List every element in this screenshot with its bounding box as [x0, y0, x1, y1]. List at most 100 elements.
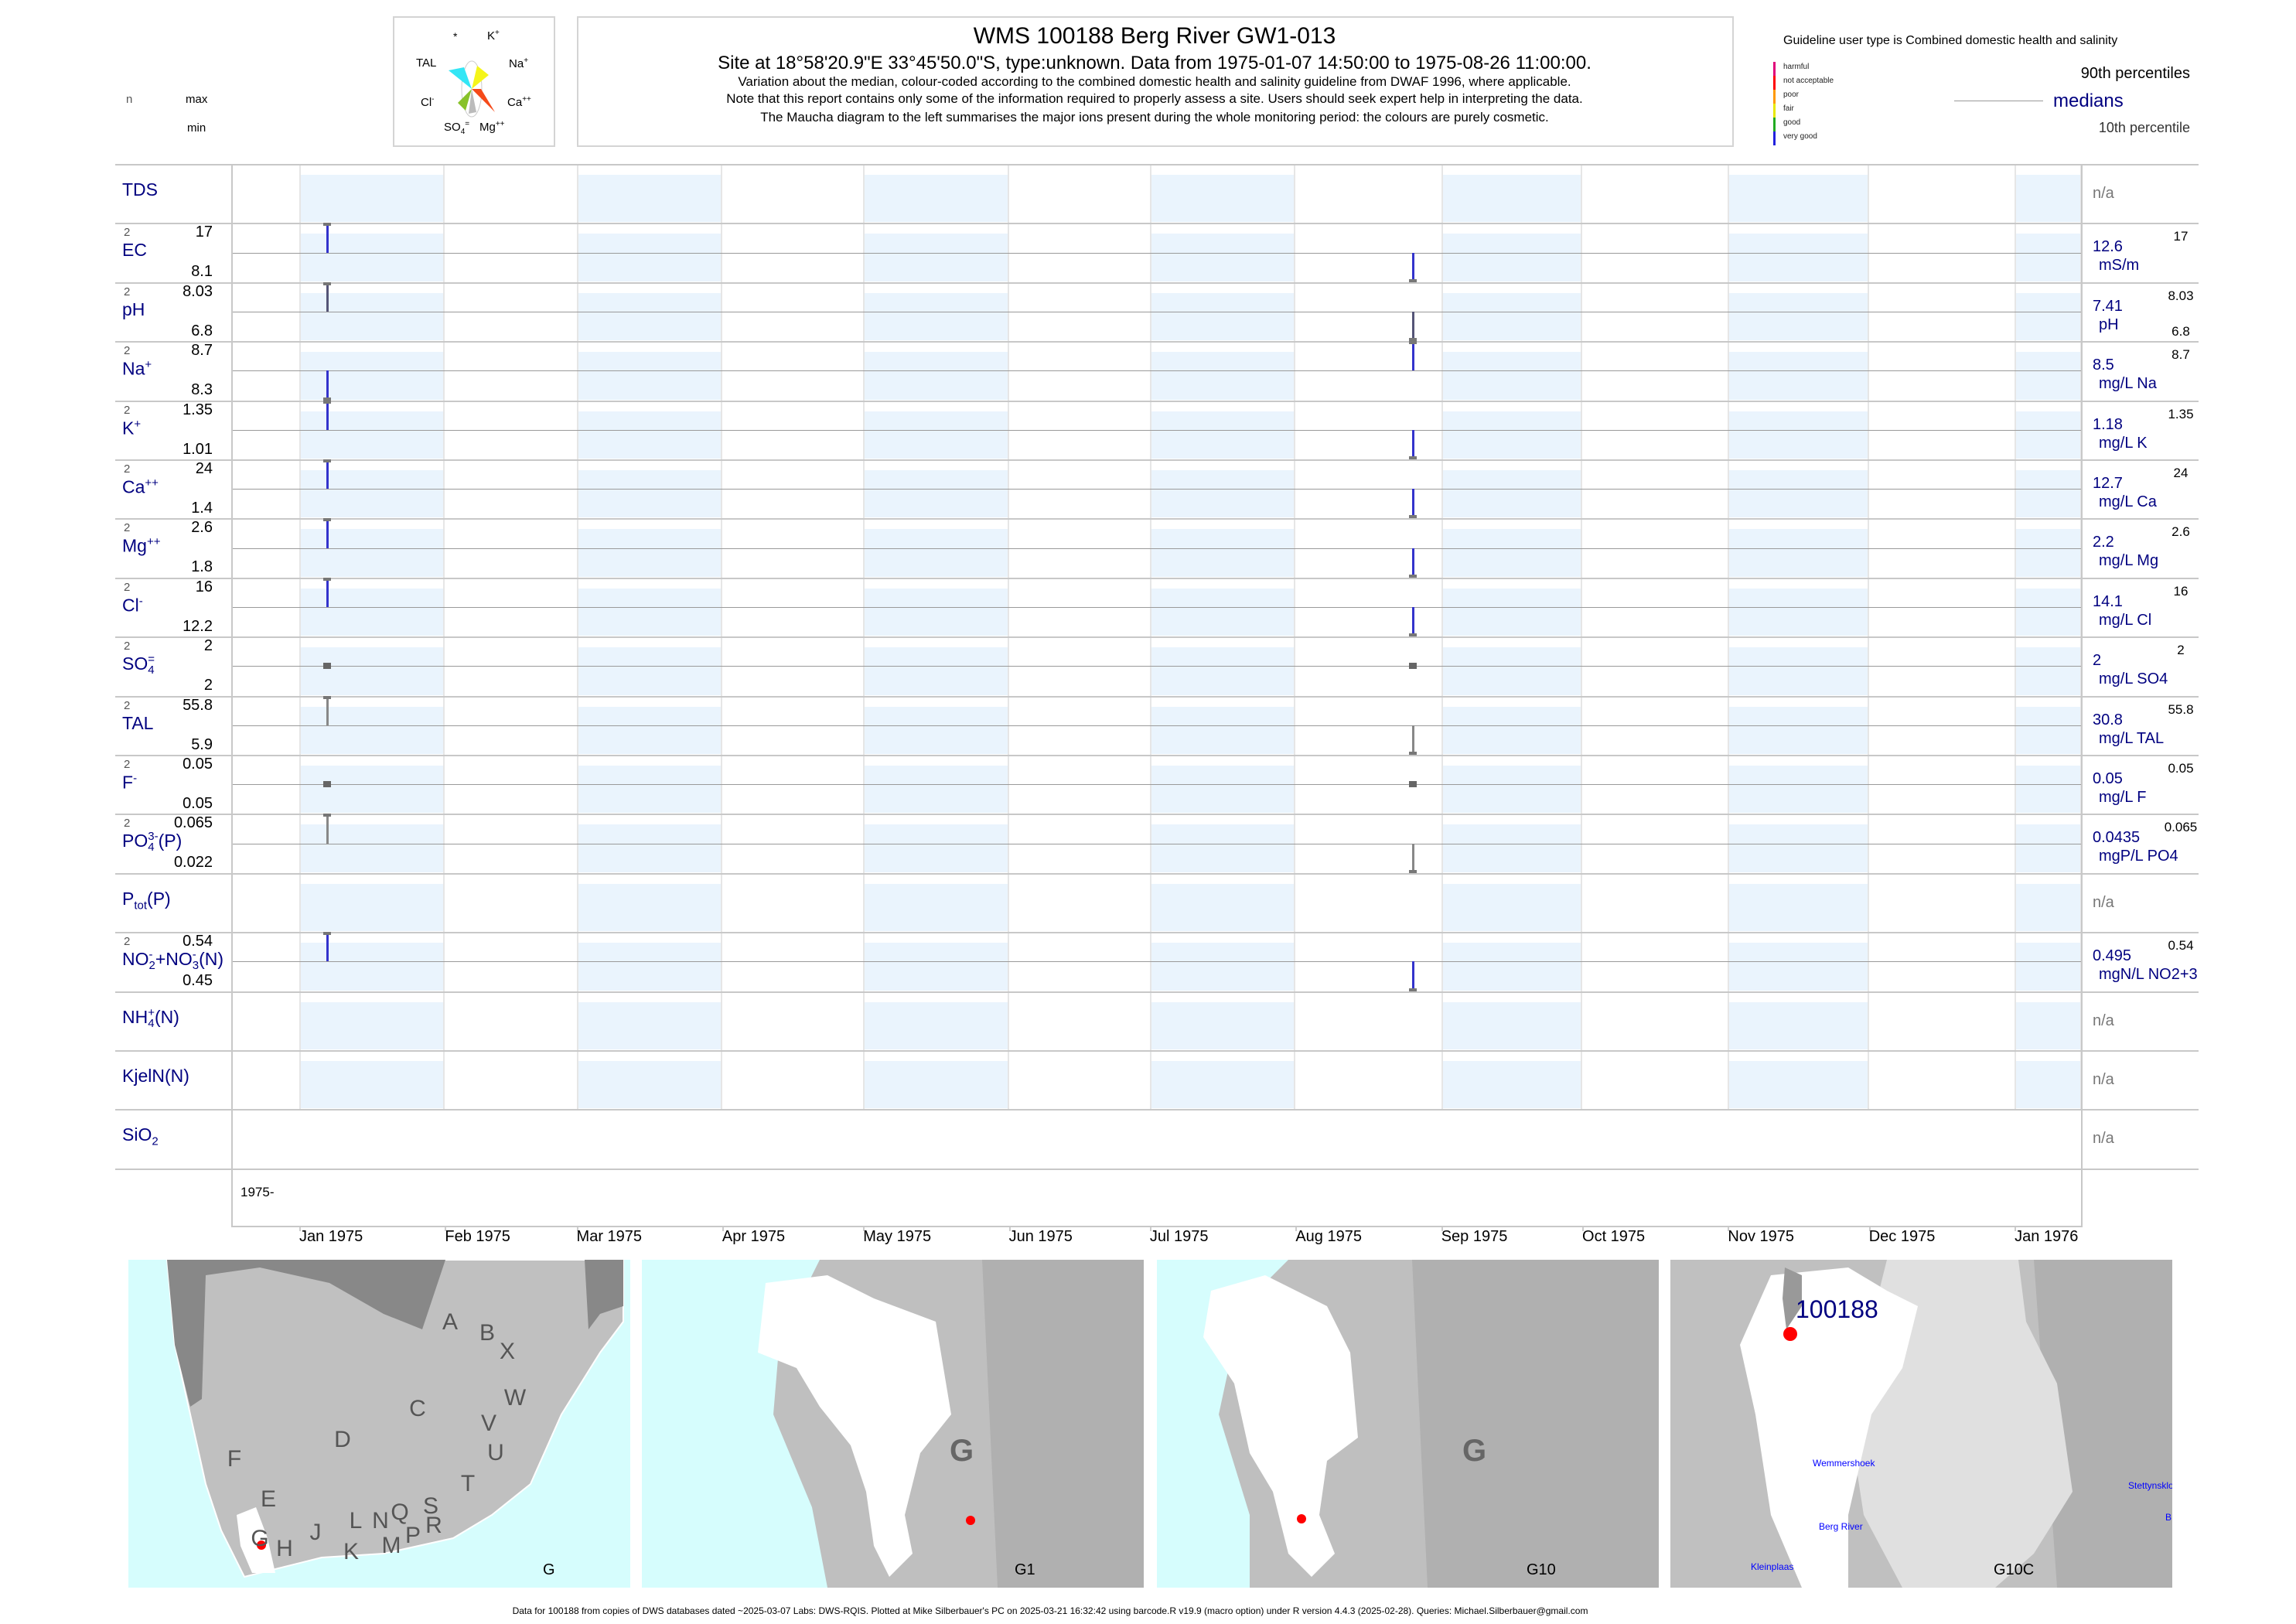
sample-count: 2 — [124, 521, 131, 535]
row-min: 8.3 — [191, 381, 213, 399]
data-bar — [1411, 843, 1414, 872]
map-caption: G10 — [1527, 1561, 1556, 1578]
right-max: 55.8 — [2168, 701, 2194, 717]
row-min: 1.01 — [183, 440, 213, 458]
row-min: 0.05 — [183, 795, 213, 812]
data-point — [1409, 781, 1418, 788]
month-band — [2015, 352, 2082, 400]
x-tick — [299, 1227, 301, 1231]
x-tick-label: Oct 1975 — [1582, 1228, 1646, 1245]
month-band — [1149, 943, 1296, 991]
row-min: 6.8 — [191, 322, 213, 339]
row-max: 0.065 — [173, 814, 213, 832]
data-point — [1409, 663, 1418, 670]
right-max: 1.35 — [2168, 406, 2194, 421]
x-tick-label: Apr 1975 — [722, 1228, 786, 1245]
month-band — [863, 824, 1009, 872]
row-divider — [115, 1109, 2199, 1111]
median-unit: mg/L Ca — [2099, 493, 2157, 510]
row-max: 24 — [195, 460, 213, 477]
maucha-shape — [449, 60, 495, 118]
sample-count: 2 — [124, 758, 131, 771]
region-letter: C — [409, 1396, 426, 1421]
month-band — [1728, 943, 1869, 991]
region-letter: H — [276, 1536, 293, 1561]
month-band-edge — [1149, 874, 1151, 933]
month-band — [1728, 234, 1869, 281]
x-tick — [445, 1227, 447, 1231]
median-value: 7.41 — [2093, 297, 2123, 315]
median-unit: mg/L SO4 — [2099, 670, 2168, 688]
month-band-edge — [1294, 1052, 1296, 1110]
guideline-label: very good — [1783, 132, 1817, 141]
month-band — [1441, 766, 1582, 814]
month-band — [1728, 647, 1869, 695]
row-divider — [115, 636, 2199, 639]
sample-count: 2 — [124, 640, 131, 653]
month-band-edge — [1867, 461, 1869, 519]
month-band-edge — [720, 165, 722, 223]
region-letter: W — [503, 1385, 527, 1411]
region-letter: J — [309, 1520, 322, 1545]
place-label: Berg River — [1819, 1521, 1863, 1532]
month-band-edge — [1867, 992, 1869, 1050]
month-band — [2015, 824, 2082, 872]
parameter-label-mg: Mg++ — [122, 535, 161, 557]
month-band — [863, 292, 1009, 341]
month-band — [299, 647, 445, 695]
row-min: 1.4 — [191, 500, 213, 517]
month-band — [576, 647, 722, 695]
month-band-edge — [1441, 756, 1443, 814]
x-tick — [1295, 1227, 1298, 1231]
page-title: WMS 100188 Berg River GW1-013 — [973, 23, 1336, 49]
month-band — [1441, 647, 1582, 695]
month-band — [1728, 1001, 1869, 1049]
region-letter: N — [372, 1508, 389, 1534]
row-min: 12.2 — [183, 617, 213, 635]
region-letter: M — [381, 1533, 401, 1558]
data-bar — [1411, 961, 1414, 990]
maucha-label-k: K+ — [487, 29, 500, 43]
month-band-edge — [1867, 874, 1869, 933]
data-bar — [1411, 607, 1414, 636]
data-bar-cap — [1409, 633, 1418, 637]
month-band — [576, 292, 722, 341]
right-max: 2.6 — [2171, 524, 2190, 540]
row-divider — [115, 577, 2199, 579]
month-band — [863, 529, 1009, 577]
month-band-edge — [1441, 874, 1443, 933]
median-line — [232, 784, 2082, 786]
month-band-edge — [1581, 756, 1583, 814]
month-band — [576, 706, 722, 754]
plot-left-border — [231, 164, 233, 1227]
region-letter: B — [479, 1320, 495, 1346]
row-divider — [115, 932, 2199, 934]
row-max: 17 — [195, 223, 213, 241]
data-bar — [326, 401, 329, 430]
month-band-edge — [1728, 165, 1730, 223]
x-tick — [1868, 1227, 1871, 1231]
month-band — [1149, 706, 1296, 754]
data-bar-cap — [1409, 338, 1418, 342]
month-band — [299, 234, 445, 281]
maucha-label-mg: Mg++ — [479, 120, 505, 134]
data-bar-cap — [323, 695, 332, 699]
month-band-edge — [1728, 756, 1730, 814]
month-band-edge — [2015, 756, 2017, 814]
month-band — [1441, 943, 1582, 991]
legend-p10: 10th percentile — [2098, 120, 2190, 135]
sample-count: 2 — [124, 403, 131, 417]
data-bar-cap — [323, 397, 332, 401]
row-min: 8.1 — [191, 263, 213, 281]
month-band — [2015, 706, 2082, 754]
month-band — [2015, 1001, 2082, 1049]
median-value: 12.6 — [2093, 238, 2123, 256]
month-band — [2015, 588, 2082, 636]
row-divider — [115, 223, 2199, 225]
region-letter: T — [460, 1471, 476, 1496]
sample-count: 2 — [124, 698, 131, 712]
month-band-edge — [720, 1052, 722, 1110]
month-band — [1441, 706, 1582, 754]
map-caption: G1 — [1015, 1561, 1035, 1578]
